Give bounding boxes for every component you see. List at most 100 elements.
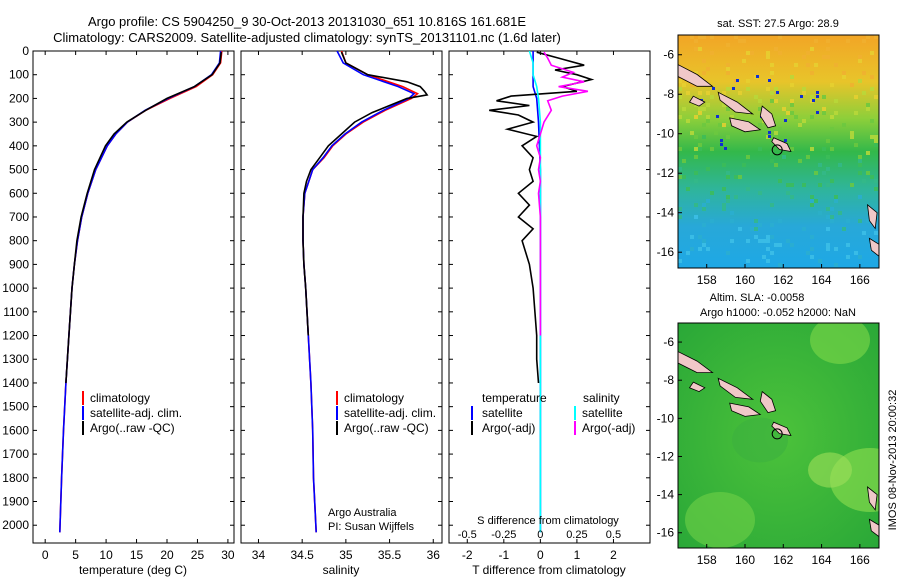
sst-cell <box>858 163 862 167</box>
temperature-panel: 0100200300400500600700800900100011001200… <box>2 44 235 577</box>
sst-cell <box>790 75 794 79</box>
differences-axes-frame <box>448 50 651 544</box>
sst-cell <box>678 147 682 151</box>
sst-cell <box>850 135 854 139</box>
salinity-legend-satellite: satellite-adj. clim. <box>344 406 436 420</box>
sst-cell <box>702 107 706 111</box>
sst-cell <box>786 111 790 115</box>
sst-cell <box>766 239 770 243</box>
sst-cell <box>790 83 794 87</box>
sst-cell <box>842 75 846 79</box>
x-tick-label: 34 <box>252 548 266 562</box>
sst-cell <box>746 155 750 159</box>
y-tick-label: 2000 <box>2 518 29 532</box>
sst-cell <box>742 163 746 167</box>
diff-legend-temp-argo: Argo(-adj) <box>482 421 535 435</box>
sst-cell <box>858 155 862 159</box>
sst-cell <box>750 227 754 231</box>
sst-cell <box>690 83 694 87</box>
sst-cell <box>830 127 834 131</box>
island <box>729 402 762 417</box>
sst-cell <box>870 75 874 79</box>
sst-cell <box>834 99 838 103</box>
sst-cell <box>730 211 734 215</box>
sst-cell <box>810 195 814 199</box>
sst-cloud-cell <box>816 91 819 94</box>
sst-cell <box>774 99 778 103</box>
sst-cell <box>798 123 802 127</box>
map-x-tick-label: 164 <box>812 553 832 567</box>
timestamp: IMOS 08-Nov-2013 20:00:32 <box>887 390 899 531</box>
sst-cell <box>794 115 798 119</box>
sst-cell <box>822 95 826 99</box>
sst-cell <box>730 115 734 119</box>
sst-cell <box>874 139 878 143</box>
sst-cloud-cell <box>724 147 727 150</box>
sst-cell <box>870 175 874 179</box>
sst-cell <box>858 159 862 163</box>
sst-cell <box>810 47 814 51</box>
diff-legend-sal-argo: Argo(-adj) <box>582 421 635 435</box>
y-tick-label: 300 <box>9 115 29 129</box>
sst-cell <box>834 247 838 251</box>
top-tick-label: 0 <box>537 529 543 541</box>
sst-cell <box>858 219 862 223</box>
sst-cell <box>678 167 682 171</box>
y-tick-label: 1700 <box>2 447 29 461</box>
temperature-legend-argo: Argo(..raw -QC) <box>90 421 175 435</box>
sst-cell <box>766 259 770 263</box>
sst-cell <box>678 215 682 219</box>
sst-cell <box>802 91 806 95</box>
sst-cell <box>826 227 830 231</box>
sst-cell <box>830 179 834 183</box>
sst-cell <box>742 39 746 43</box>
sst-cell <box>774 135 778 139</box>
x-tick-label: 5 <box>72 548 79 562</box>
island <box>717 377 755 400</box>
sst-cell <box>858 255 862 259</box>
x-tick-label: 36 <box>427 548 441 562</box>
sst-cell <box>798 127 802 131</box>
sst-cell <box>722 203 726 207</box>
sst-cell <box>758 239 762 243</box>
island <box>866 486 878 511</box>
sst-cell <box>822 107 826 111</box>
sst-cell <box>770 71 774 75</box>
sst-cell <box>810 247 814 251</box>
sst-cell <box>702 207 706 211</box>
sst-cell <box>698 143 702 147</box>
sst-cell <box>866 107 870 111</box>
sst-cell <box>830 115 834 119</box>
sst-cell <box>678 79 682 83</box>
sst-cell <box>822 55 826 59</box>
temperature-legend-climatology: climatology <box>90 391 150 405</box>
sst-cell <box>722 91 726 95</box>
sst-cell <box>778 51 782 55</box>
y-tick-label: 200 <box>9 91 29 105</box>
sst-cell <box>774 163 778 167</box>
sst-cell <box>678 87 682 91</box>
sst-cell <box>710 51 714 55</box>
sst-cell <box>842 123 846 127</box>
differences-x-ticks: -2 -1 0 1 2 <box>462 51 617 562</box>
sst-cell <box>754 235 758 239</box>
sst-cloud-cell <box>712 87 715 90</box>
header-line-2: Climatology: CARS2009. Satellite-adjuste… <box>53 30 561 45</box>
sst-cell <box>686 119 690 123</box>
sst-cell <box>774 47 778 51</box>
sst-cell <box>830 207 834 211</box>
sla-map-title-2: Argo h1000: -0.052 h2000: NaN <box>700 307 856 319</box>
sst-cell <box>742 59 746 63</box>
map-y-tick-label: -14 <box>657 488 675 502</box>
sst-cell <box>778 35 782 39</box>
sst-cell <box>706 199 710 203</box>
salinity-legend: climatology satellite-adj. clim. Argo(..… <box>336 391 436 435</box>
sst-cell <box>682 83 686 87</box>
sst-cell <box>862 231 866 235</box>
y-tick-label: 1900 <box>2 495 29 509</box>
temperature-x-ticks: 0 5 10 15 20 25 30 <box>42 51 235 562</box>
map-y-tick-label: -10 <box>657 127 675 141</box>
sst-cell <box>790 99 794 103</box>
sst-cell <box>874 95 878 99</box>
sst-cell <box>726 195 730 199</box>
